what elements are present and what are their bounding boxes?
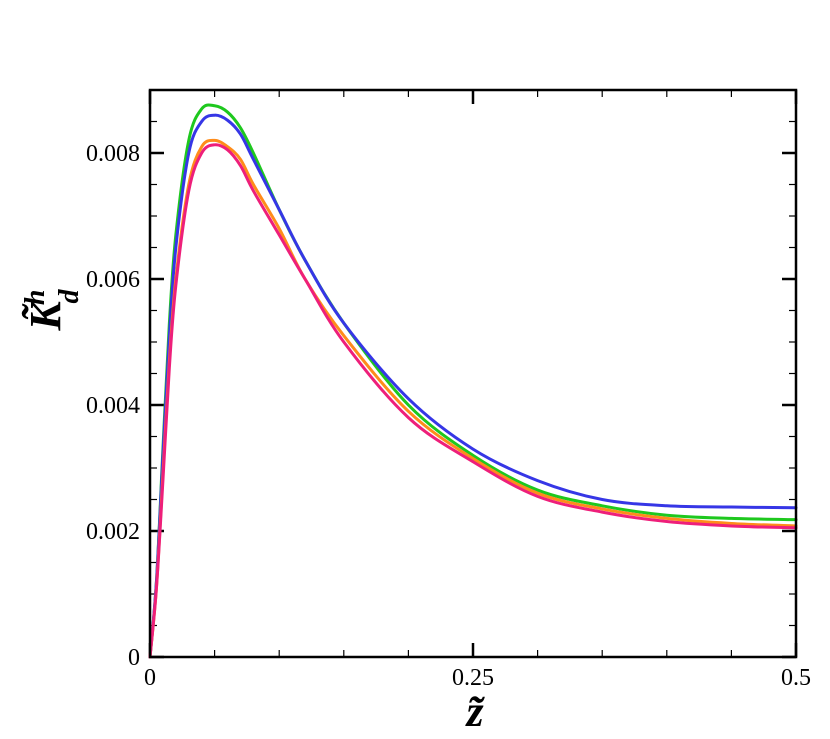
series-lines: [148, 103, 798, 659]
x-tick-label: 0: [144, 665, 156, 691]
plot-frame: [148, 88, 798, 659]
series-line-2: [148, 113, 798, 659]
y-axis-title-subscript: d: [54, 289, 85, 304]
series-line-1: [148, 103, 798, 659]
x-tick-label: 0.25: [452, 665, 494, 691]
x-axis-title: z̃: [464, 687, 485, 736]
svg-text:K̃hd: K̃h d: [20, 289, 85, 332]
series-line-3: [148, 138, 798, 659]
y-tick-label: 0.004: [86, 393, 140, 419]
y-axis-title-main: K̃: [21, 298, 70, 331]
y-axis-title: K̃h d: [20, 289, 85, 332]
y-tick-label: 0: [128, 645, 140, 671]
y-tick-label: 0.008: [86, 141, 140, 167]
y-tick-label: 0.006: [86, 267, 140, 293]
series-line-4: [148, 143, 798, 659]
x-tick-label: 0.5: [781, 665, 811, 691]
y-tick-label: 0.002: [86, 519, 140, 545]
y-axis-title-superscript: h: [20, 290, 51, 306]
tick-labels: 0 0.25 0.5 0 0.002 0.004 0.006 0.008: [86, 141, 811, 691]
